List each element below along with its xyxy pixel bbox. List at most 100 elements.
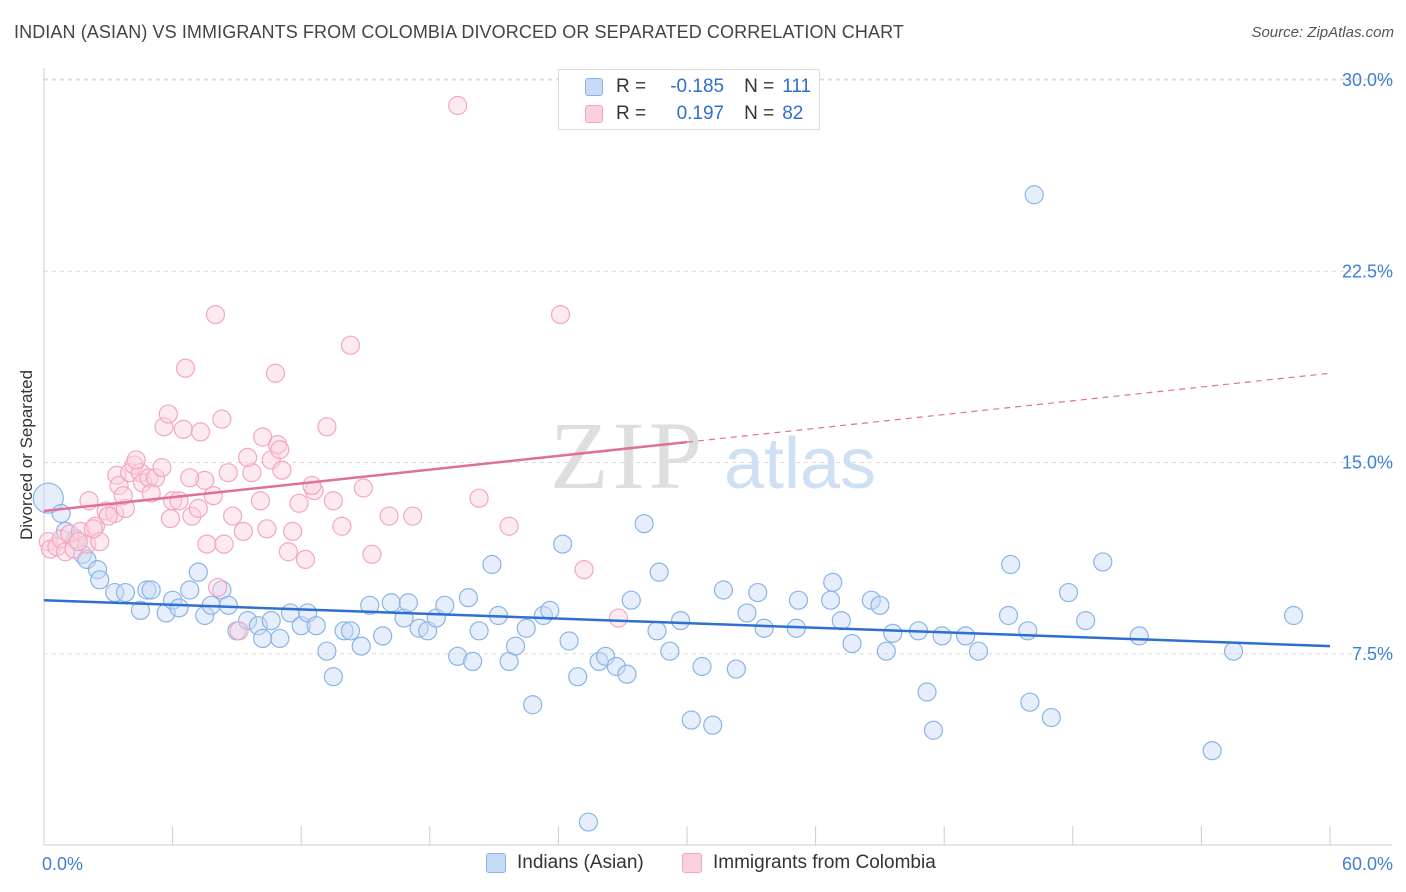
data-point [754, 618, 774, 638]
data-point [317, 641, 337, 661]
stats-legend: R = -0.185 N = 111 R = 0.197 N = 82 [558, 69, 820, 130]
data-point [435, 595, 455, 615]
data-point [261, 610, 281, 631]
data-point [332, 516, 352, 536]
data-point [876, 641, 896, 661]
data-point [190, 422, 211, 442]
data-point [362, 544, 382, 564]
data-point [205, 305, 226, 325]
grid-lines [44, 78, 1392, 655]
data-point [381, 593, 401, 613]
data-point [726, 659, 746, 679]
data-point [250, 491, 271, 511]
data-point [670, 610, 691, 631]
data-point [270, 440, 290, 460]
data-point [212, 409, 232, 429]
data-point [203, 486, 223, 506]
data-point [145, 468, 166, 488]
data-point [283, 521, 303, 541]
data-point [568, 667, 588, 687]
trend-line-colombia-extension [686, 372, 1331, 443]
data-point [1024, 185, 1044, 205]
data-point [85, 516, 106, 536]
data-point [340, 335, 361, 355]
data-point [379, 506, 399, 526]
legend-label: Immigrants from Colombia [713, 852, 936, 873]
data-point [1058, 582, 1079, 603]
trend-lines [43, 372, 1331, 648]
data-point [821, 590, 841, 610]
data-point [463, 651, 483, 672]
data-point [139, 468, 159, 488]
data-point [197, 534, 217, 554]
data-point [248, 616, 268, 636]
data-point [289, 493, 309, 513]
data-point [152, 458, 172, 478]
data-point [448, 646, 468, 666]
data-point [360, 595, 380, 615]
tick-labels: 7.5% 15.0% 22.5% 30.0% 0.0% 60.0% [42, 70, 1393, 874]
data-point [160, 508, 181, 529]
trend-line-colombia [43, 440, 688, 513]
data-point [469, 621, 489, 641]
y-tick-label-1: 15.0% [1342, 453, 1393, 473]
data-point [340, 621, 361, 641]
data-point [932, 626, 952, 646]
data-point [180, 468, 200, 488]
data-point [516, 618, 536, 638]
data-point [253, 628, 273, 649]
data-point [180, 580, 200, 600]
data-point [448, 95, 468, 116]
watermark: ZIP atlas [550, 402, 876, 509]
r-value: -0.185 [670, 76, 725, 97]
legend-swatch-pink [585, 105, 603, 123]
data-point [1093, 552, 1113, 572]
axes [43, 68, 1392, 846]
data-point [272, 460, 292, 480]
data-point [137, 580, 157, 600]
legend-swatch-blue [585, 78, 603, 96]
n-value: 82 [782, 103, 804, 124]
y-tick-label-2: 22.5% [1342, 261, 1393, 281]
data-point [169, 598, 189, 618]
stats-row-colombia: R = 0.197 N = 82 [585, 102, 803, 126]
data-point [923, 720, 944, 740]
series-indians-asian-points [32, 185, 1304, 832]
data-point [68, 531, 88, 552]
data-point [229, 621, 249, 641]
data-point [126, 450, 146, 470]
x-tick-label-min: 0.0% [42, 854, 83, 874]
data-point [589, 651, 609, 672]
data-point [956, 626, 976, 646]
data-point [703, 715, 723, 735]
data-point [195, 470, 215, 490]
data-point [295, 549, 316, 570]
data-point [173, 419, 193, 439]
data-point [505, 636, 526, 656]
data-point [113, 486, 133, 506]
data-point [373, 626, 393, 646]
data-point [98, 506, 118, 526]
series-colombia-points [38, 95, 629, 641]
data-point [831, 610, 851, 631]
n-value: 111 [782, 76, 812, 97]
data-point [353, 478, 373, 498]
r-value: 0.197 [676, 103, 725, 124]
data-point [278, 542, 298, 562]
data-point [540, 600, 560, 621]
data-point [242, 463, 262, 483]
data-point [559, 631, 579, 651]
data-point [1001, 554, 1021, 575]
data-point [617, 664, 637, 684]
data-point [334, 621, 354, 641]
data-point [141, 580, 161, 600]
legend-item-colombia[interactable]: Immigrants from Colombia [682, 852, 936, 874]
data-point [306, 616, 326, 636]
chart-title: INDIAN (ASIAN) VS IMMIGRANTS FROM COLOMB… [14, 22, 904, 42]
data-point [883, 623, 903, 643]
data-point [109, 475, 129, 496]
data-point [398, 593, 418, 613]
data-point [188, 498, 208, 518]
legend-item-indians[interactable]: Indians (Asian) [486, 852, 644, 874]
data-point [214, 534, 234, 554]
